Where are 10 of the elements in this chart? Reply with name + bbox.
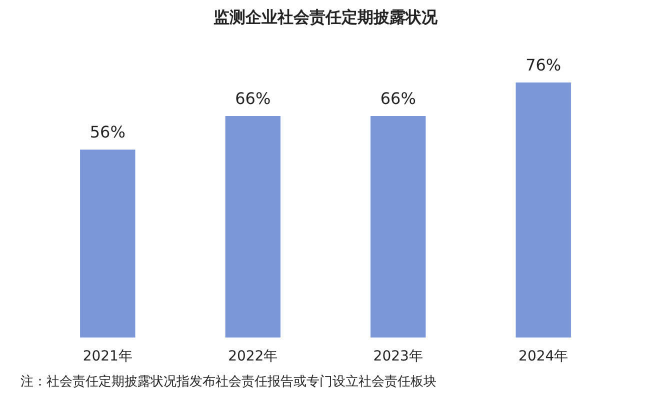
x-tick-label: 2024年 [518,348,568,364]
data-label: 66% [235,89,271,108]
data-label: 66% [380,89,416,108]
data-label: 76% [526,56,562,74]
chart-title: 监测企业社会责任定期披露状况 [214,8,438,26]
x-tick-label: 2021年 [82,348,132,364]
data-label: 56% [90,122,126,142]
x-tick-label: 2023年 [373,348,423,364]
text: 注：社会责任定期披露状况指发布社会责任报告或专门设立社会责任板块 [20,374,436,390]
x-tick-label: 2022年 [228,348,278,364]
